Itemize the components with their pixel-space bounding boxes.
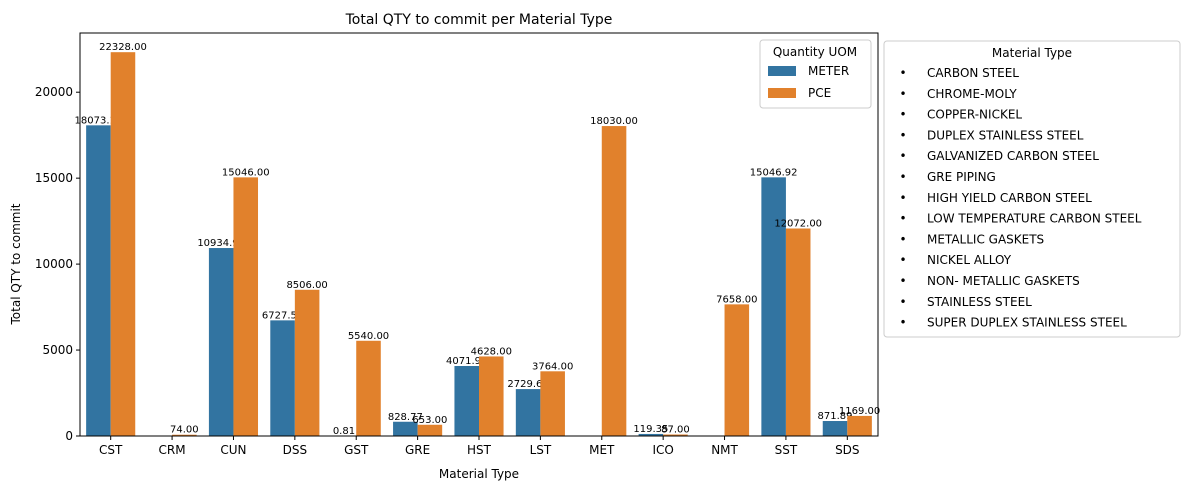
bar	[602, 126, 627, 436]
legend-item: CHROME-MOLY	[927, 87, 1017, 101]
y-tick-label: 5000	[42, 343, 73, 357]
legend-item: METALLIC GASKETS	[927, 232, 1044, 246]
legend-bullet: •	[899, 253, 906, 267]
x-axis-label: Material Type	[439, 467, 519, 481]
bar	[418, 425, 443, 436]
data-label: 15046.00	[222, 167, 270, 178]
data-label: 18030.00	[590, 116, 638, 127]
legend-item: NICKEL ALLOY	[927, 253, 1012, 267]
legend-item: COPPER-NICKEL	[927, 108, 1022, 122]
legend-item: GALVANIZED CARBON STEEL	[927, 149, 1099, 163]
x-tick-label: DSS	[283, 443, 307, 457]
data-label: 1169.00	[839, 406, 880, 417]
data-label: 87.00	[661, 425, 690, 436]
data-label: 12072.00	[774, 218, 822, 229]
legend-bullet: •	[899, 295, 906, 309]
data-label: 7658.00	[716, 294, 757, 305]
data-label: 15046.92	[750, 167, 798, 178]
y-tick-label: 15000	[35, 171, 73, 185]
legend-bullet: •	[899, 232, 906, 246]
bar	[725, 304, 750, 436]
bar	[86, 125, 111, 436]
plot-area: 18073.1510934.936727.590.81828.774071.91…	[35, 33, 880, 457]
data-label: 3764.00	[532, 361, 573, 372]
bar	[516, 389, 541, 436]
x-tick-label: GRE	[405, 443, 430, 457]
bar	[209, 248, 234, 436]
bar	[356, 341, 381, 436]
data-label: 22328.00	[99, 42, 147, 53]
bar	[111, 52, 136, 436]
data-label: 8506.00	[286, 280, 327, 291]
x-tick-label: HST	[467, 443, 492, 457]
data-label: 5540.00	[348, 331, 389, 342]
material-type-legend: Material Type • CARBON STEEL • CHROME-MOLY • C…	[884, 41, 1180, 337]
legend-item: DUPLEX STAINLESS STEEL	[927, 128, 1084, 142]
legend-item: STAINLESS STEEL	[927, 295, 1032, 309]
legend-bullet: •	[899, 170, 906, 184]
legend-item: SUPER DUPLEX STAINLESS STEEL	[927, 316, 1127, 330]
bar	[295, 290, 320, 436]
legend-bullet: •	[899, 191, 906, 205]
x-tick-label: NMT	[711, 443, 738, 457]
x-tick-label: GST	[344, 443, 369, 457]
legend-bullet: •	[899, 87, 906, 101]
data-label: 0.81	[333, 426, 355, 437]
x-tick-label: SDS	[835, 443, 859, 457]
legend-title: Quantity UOM	[773, 45, 857, 59]
x-tick-label: CST	[99, 443, 123, 457]
legend-box	[884, 41, 1180, 337]
bar	[823, 421, 848, 436]
uom-legend: Quantity UOM METER PCE	[760, 40, 871, 108]
y-axis-label: Total QTY to commit	[9, 203, 23, 325]
legend-item: GRE PIPING	[927, 170, 996, 184]
legend-item: CARBON STEEL	[927, 66, 1019, 80]
chart-title: Total QTY to commit per Material Type	[345, 12, 613, 28]
y-tick-label: 10000	[35, 257, 73, 271]
bar	[233, 177, 258, 436]
legend-bullet: •	[899, 66, 906, 80]
y-tick-label: 0	[65, 429, 73, 443]
legend-item: NON- METALLIC GASKETS	[927, 274, 1080, 288]
x-tick-label: CRM	[159, 443, 186, 457]
bar	[847, 416, 872, 436]
bar	[761, 177, 786, 436]
data-label: 653.00	[412, 415, 447, 426]
bar	[540, 371, 565, 436]
legend-item: LOW TEMPERATURE CARBON STEEL	[927, 212, 1142, 226]
x-tick-label: ICO	[652, 443, 673, 457]
data-label: 4628.00	[471, 346, 512, 357]
bar	[786, 228, 811, 436]
legend-label: PCE	[808, 86, 831, 100]
legend-bullet: •	[899, 128, 906, 142]
legend-bullet: •	[899, 316, 906, 330]
x-tick-label: SST	[775, 443, 798, 457]
data-label: 74.00	[170, 425, 199, 436]
legend-swatch	[768, 66, 796, 76]
legend-swatch	[768, 88, 796, 98]
bar	[270, 320, 295, 436]
legend-bullet: •	[899, 212, 906, 226]
legend-bullet: •	[899, 274, 906, 288]
legend-bullet: •	[899, 108, 906, 122]
legend-title: Material Type	[992, 46, 1072, 60]
x-tick-label: MET	[589, 443, 615, 457]
x-tick-label: CUN	[220, 443, 246, 457]
legend-item: HIGH YIELD CARBON STEEL	[927, 191, 1092, 205]
legend-label: METER	[808, 64, 849, 78]
legend-bullet: •	[899, 149, 906, 163]
bar	[454, 366, 479, 436]
bar	[479, 356, 504, 436]
x-tick-label: LST	[530, 443, 552, 457]
y-tick-label: 20000	[35, 85, 73, 99]
